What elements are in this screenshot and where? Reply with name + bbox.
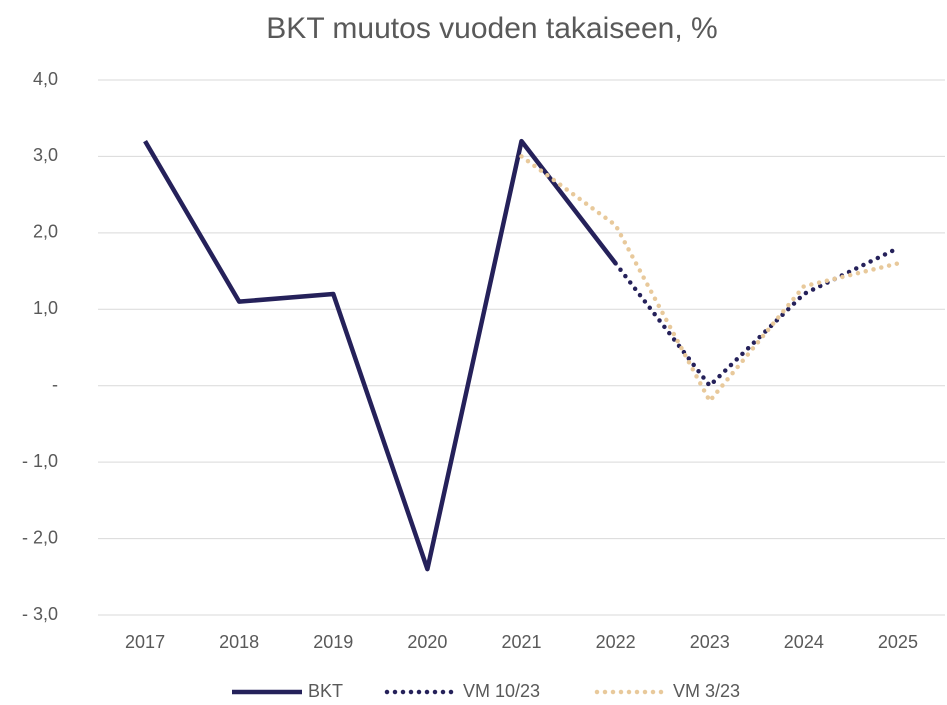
- series-line: [519, 154, 901, 406]
- x-tick-label: 2020: [407, 632, 447, 652]
- x-tick-label: 2025: [878, 632, 918, 652]
- x-tick-label: 2021: [501, 632, 541, 652]
- x-tick-label: 2024: [784, 632, 824, 652]
- y-tick-label: - 3,0: [22, 604, 58, 624]
- legend-label: VM 10/23: [463, 681, 540, 701]
- x-tick-label: 2019: [313, 632, 353, 652]
- chart-title: BKT muutos vuoden takaiseen, %: [266, 12, 717, 45]
- series-line: [613, 245, 901, 390]
- legend-label: VM 3/23: [673, 681, 740, 701]
- y-tick-label: 3,0: [33, 145, 58, 165]
- y-tick-label: 1,0: [33, 298, 58, 318]
- x-tick-label: 2023: [690, 632, 730, 652]
- x-tick-label: 2017: [125, 632, 165, 652]
- series-line: [143, 138, 618, 572]
- x-tick-label: 2018: [219, 632, 259, 652]
- y-tick-label: - 2,0: [22, 527, 58, 547]
- y-tick-label: -: [52, 374, 58, 394]
- y-tick-label: - 1,0: [22, 451, 58, 471]
- x-tick-label: 2022: [596, 632, 636, 652]
- y-tick-label: 4,0: [33, 69, 58, 89]
- legend-label: BKT: [308, 681, 343, 701]
- y-tick-label: 2,0: [33, 222, 58, 242]
